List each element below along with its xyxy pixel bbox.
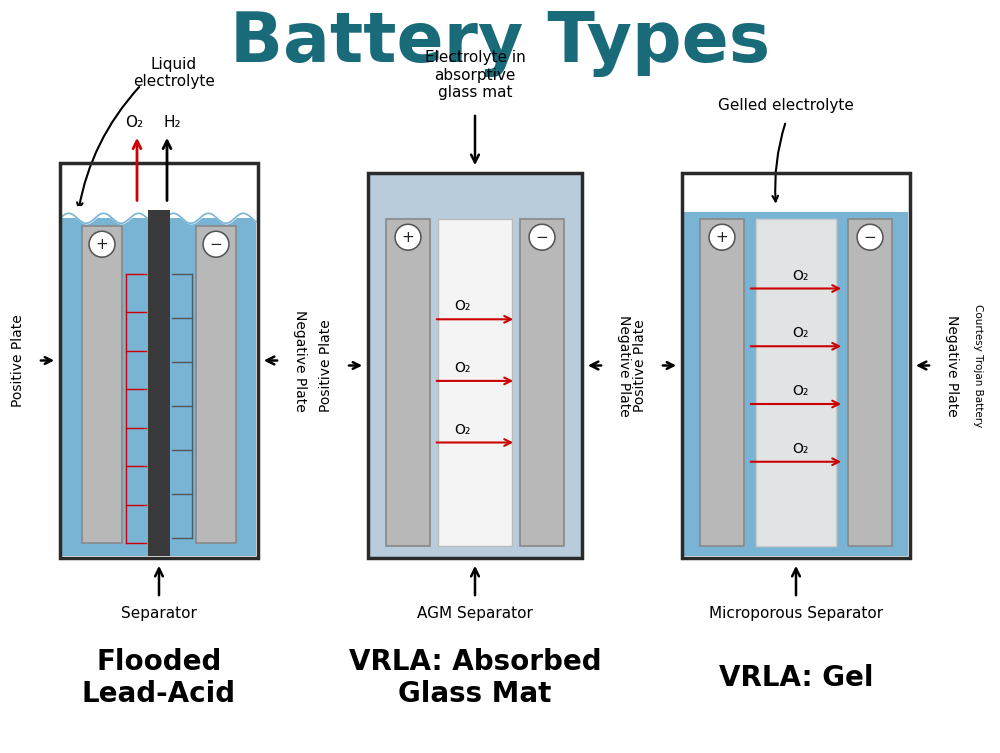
Text: Microporous Separator: Microporous Separator <box>709 606 883 621</box>
Bar <box>196 226 236 543</box>
Circle shape <box>857 224 883 250</box>
Text: O₂: O₂ <box>793 384 809 398</box>
Text: Positive Plate: Positive Plate <box>319 319 333 412</box>
Text: H₂: H₂ <box>163 115 181 130</box>
Bar <box>520 219 564 546</box>
Bar <box>438 219 512 546</box>
Text: Separator: Separator <box>121 606 197 621</box>
Text: VRLA: Gel: VRLA: Gel <box>719 664 873 692</box>
Bar <box>684 212 908 556</box>
Text: O₂: O₂ <box>793 326 809 340</box>
Text: +: + <box>96 236 108 252</box>
Circle shape <box>709 224 735 250</box>
Text: −: − <box>864 230 876 245</box>
Bar <box>368 173 582 558</box>
Bar <box>82 226 122 543</box>
Bar <box>148 210 170 556</box>
Text: O₂: O₂ <box>793 442 809 456</box>
Text: −: − <box>536 230 548 245</box>
Text: O₂: O₂ <box>455 361 471 375</box>
Circle shape <box>203 231 229 258</box>
Text: +: + <box>716 230 728 245</box>
Text: O₂: O₂ <box>793 269 809 282</box>
Text: Courtesy Trojan Battery: Courtesy Trojan Battery <box>973 304 983 427</box>
Text: Flooded
Lead-Acid: Flooded Lead-Acid <box>82 648 236 709</box>
Text: Electrolyte in
absorptive
glass mat: Electrolyte in absorptive glass mat <box>425 50 525 100</box>
Text: Negative Plate: Negative Plate <box>945 315 959 416</box>
Bar <box>848 219 892 546</box>
Text: Positive Plate: Positive Plate <box>633 319 647 412</box>
Text: Liquid
electrolyte: Liquid electrolyte <box>133 56 215 89</box>
Bar <box>60 163 258 558</box>
Bar <box>368 173 582 558</box>
Bar <box>682 173 910 558</box>
Bar <box>60 163 258 558</box>
Text: Negative Plate: Negative Plate <box>617 315 631 416</box>
Circle shape <box>529 224 555 250</box>
Bar <box>700 219 744 546</box>
Bar <box>386 219 430 546</box>
Text: +: + <box>402 230 414 245</box>
Text: Negative Plate: Negative Plate <box>293 309 307 411</box>
Bar <box>62 218 256 556</box>
Text: O₂: O₂ <box>455 422 471 437</box>
Text: Gelled electrolyte: Gelled electrolyte <box>718 97 854 112</box>
Text: O₂: O₂ <box>455 299 471 313</box>
Text: VRLA: Absorbed
Glass Mat: VRLA: Absorbed Glass Mat <box>349 648 601 709</box>
Bar <box>682 173 910 558</box>
Text: −: − <box>210 236 222 252</box>
Circle shape <box>395 224 421 250</box>
Text: Battery Types: Battery Types <box>230 10 770 77</box>
Circle shape <box>89 231 115 258</box>
Bar <box>756 219 836 546</box>
Text: Positive Plate: Positive Plate <box>11 314 25 407</box>
Text: AGM Separator: AGM Separator <box>417 606 533 621</box>
Text: O₂: O₂ <box>125 115 143 130</box>
